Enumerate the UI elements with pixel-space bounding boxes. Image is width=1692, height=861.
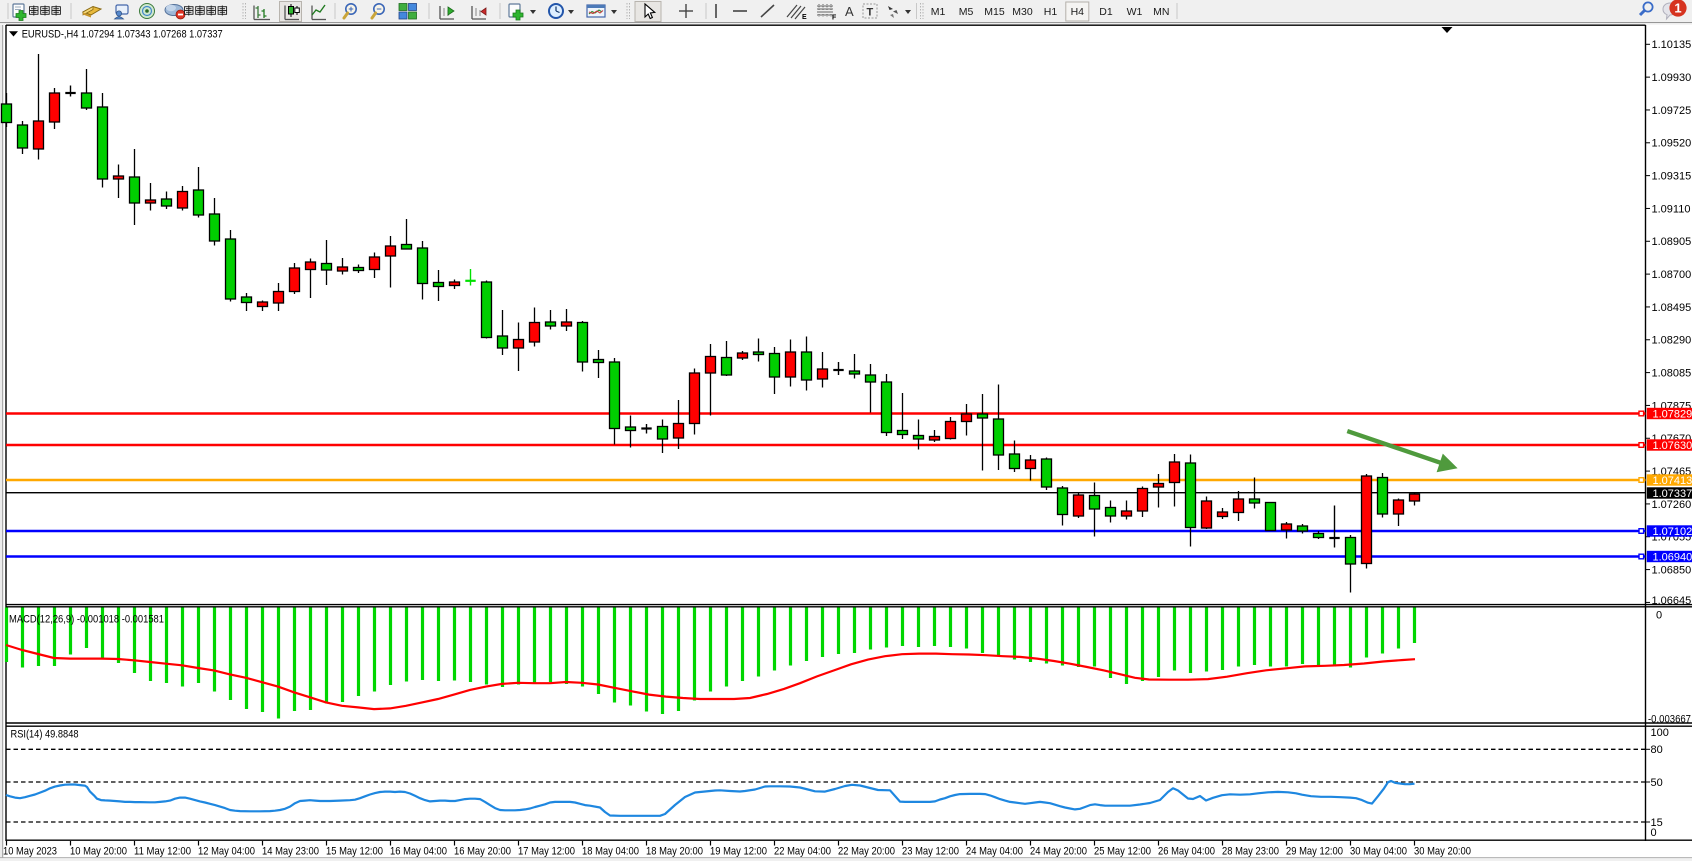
svg-text:100: 100 [1651, 727, 1669, 739]
svg-text:10 May 20:00: 10 May 20:00 [70, 845, 127, 857]
svg-text:17 May 12:00: 17 May 12:00 [518, 845, 575, 857]
svg-text:MN: MN [1153, 6, 1169, 18]
svg-text:1.08495: 1.08495 [1652, 302, 1692, 314]
svg-text:50: 50 [1651, 777, 1663, 789]
svg-text:1.09930: 1.09930 [1652, 72, 1692, 84]
svg-text:15: 15 [1651, 817, 1663, 829]
svg-text:EURUSD-,H4 1.07294 1.07343 1.: EURUSD-,H4 1.07294 1.07343 1.07268 1.073… [22, 28, 223, 40]
svg-text:11 May 12:00: 11 May 12:00 [134, 845, 191, 857]
svg-text:0: 0 [1651, 827, 1657, 839]
svg-text:M30: M30 [1012, 6, 1033, 18]
svg-text:-0.003667: -0.003667 [1648, 714, 1691, 726]
svg-text:1.08290: 1.08290 [1652, 335, 1692, 347]
svg-text:H4: H4 [1071, 6, 1085, 18]
svg-text:MACD(12,26,9) -0.001018 -0.001: MACD(12,26,9) -0.001018 -0.001581 [9, 613, 164, 625]
svg-text:16 May 04:00: 16 May 04:00 [390, 845, 447, 857]
svg-text:80: 80 [1651, 744, 1663, 756]
svg-text:1: 1 [1674, 1, 1681, 16]
svg-text:W1: W1 [1127, 6, 1143, 18]
svg-text:H1: H1 [1044, 6, 1058, 18]
svg-text:1.06940: 1.06940 [1653, 552, 1692, 564]
svg-text:RSI(14) 49.8848: RSI(14) 49.8848 [11, 729, 79, 741]
svg-text:F: F [832, 15, 837, 22]
svg-text:12 May 04:00: 12 May 04:00 [198, 845, 255, 857]
svg-text:15 May 12:00: 15 May 12:00 [326, 845, 383, 857]
svg-text:28 May 23:00: 28 May 23:00 [1222, 845, 1279, 857]
svg-text:18 May 20:00: 18 May 20:00 [646, 845, 703, 857]
svg-text:29 May 12:00: 29 May 12:00 [1286, 845, 1343, 857]
svg-text:+: + [348, 4, 353, 14]
svg-text:18 May 04:00: 18 May 04:00 [582, 845, 639, 857]
svg-text:16 May 20:00: 16 May 20:00 [454, 845, 511, 857]
svg-text:23 May 12:00: 23 May 12:00 [902, 845, 959, 857]
svg-text:26 May 04:00: 26 May 04:00 [1158, 845, 1215, 857]
svg-text:1.09520: 1.09520 [1652, 138, 1692, 150]
svg-text:1.08085: 1.08085 [1652, 368, 1692, 380]
svg-text:T: T [867, 7, 874, 19]
svg-text:30 May 20:00: 30 May 20:00 [1414, 845, 1471, 857]
svg-text:E: E [802, 14, 807, 21]
svg-text:25 May 12:00: 25 May 12:00 [1094, 845, 1151, 857]
svg-text:0: 0 [1656, 610, 1662, 622]
svg-text:10 May 2023: 10 May 2023 [3, 845, 57, 857]
svg-text:22 May 20:00: 22 May 20:00 [838, 845, 895, 857]
svg-text:A: A [845, 4, 854, 19]
svg-text:D1: D1 [1099, 6, 1113, 18]
svg-text:1.07102: 1.07102 [1653, 526, 1692, 538]
svg-text:1.09110: 1.09110 [1652, 203, 1691, 215]
svg-text:1.07337: 1.07337 [1653, 488, 1692, 500]
svg-text:1.10135: 1.10135 [1652, 39, 1692, 51]
svg-text:1.09725: 1.09725 [1652, 105, 1692, 117]
svg-text:1.09315: 1.09315 [1652, 171, 1692, 183]
svg-text:22 May 04:00: 22 May 04:00 [774, 845, 831, 857]
svg-text:1.07630: 1.07630 [1653, 440, 1692, 452]
svg-text:1.06850: 1.06850 [1652, 564, 1692, 576]
svg-text:30 May 04:00: 30 May 04:00 [1350, 845, 1407, 857]
svg-text:M5: M5 [959, 6, 974, 18]
svg-text:14 May 23:00: 14 May 23:00 [262, 845, 319, 857]
svg-text:19 May 12:00: 19 May 12:00 [710, 845, 767, 857]
svg-text:24 May 04:00: 24 May 04:00 [966, 845, 1023, 857]
svg-text:−: − [376, 4, 381, 14]
svg-text:M15: M15 [984, 6, 1005, 18]
svg-text:1.06645: 1.06645 [1652, 595, 1692, 607]
svg-text:24 May 20:00: 24 May 20:00 [1030, 845, 1087, 857]
svg-text:1.07260: 1.07260 [1652, 499, 1692, 511]
svg-text:1.08700: 1.08700 [1652, 269, 1692, 281]
svg-text:1.08905: 1.08905 [1652, 236, 1692, 248]
svg-text:1.07413: 1.07413 [1653, 475, 1692, 487]
svg-text:1.07829: 1.07829 [1653, 409, 1692, 421]
svg-text:M1: M1 [931, 6, 946, 18]
